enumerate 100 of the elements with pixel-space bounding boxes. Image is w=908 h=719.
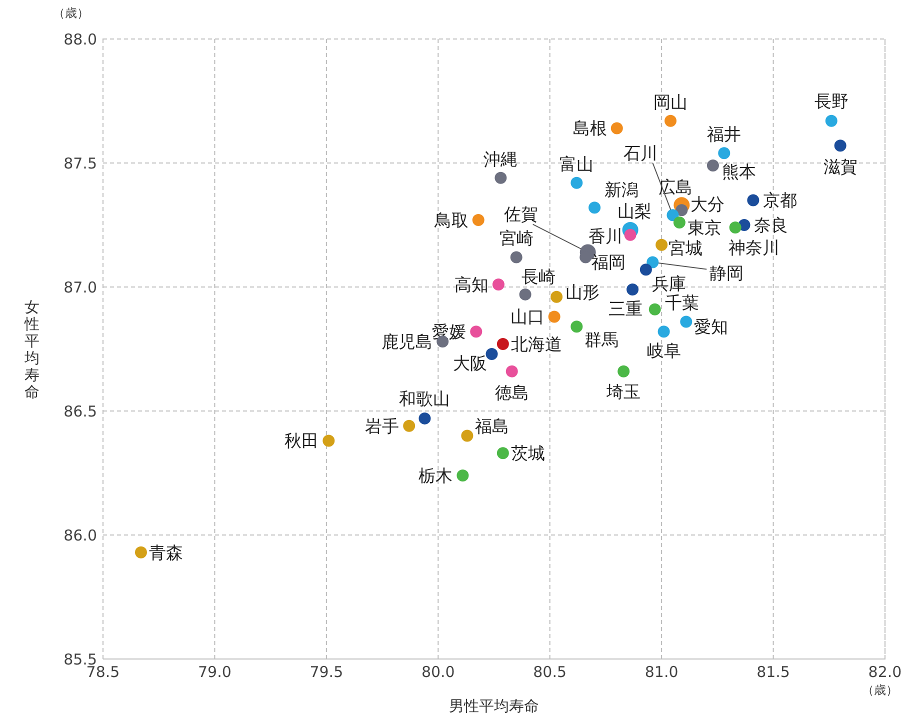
point (456, 469, 469, 482)
point (706, 159, 719, 172)
series-label: 岐阜 (646, 342, 681, 362)
point (666, 209, 679, 222)
point (550, 290, 563, 303)
series-label: 鳥取 (433, 210, 468, 231)
series-label: 鹿児島 (382, 332, 433, 353)
point (322, 434, 335, 447)
series-label: 福岡 (592, 253, 626, 274)
point (486, 348, 498, 360)
text: （歳） (53, 6, 89, 20)
point (548, 310, 560, 323)
y-tick-label: 88.0 (64, 30, 97, 48)
point (470, 326, 482, 338)
series-label: 徳島 (494, 383, 529, 404)
series-label: 福井 (707, 125, 742, 146)
point (519, 288, 532, 300)
point (492, 278, 504, 291)
point (618, 365, 630, 378)
x-tick-label: 79.0 (198, 663, 232, 681)
series-label: 茨城 (510, 444, 545, 464)
series-label: 福島 (475, 416, 510, 437)
point (506, 365, 518, 378)
point (718, 147, 730, 160)
series-label: 千葉 (664, 293, 699, 314)
x-axis-title: 男性平均寿命 (449, 697, 539, 715)
series-label: 長野 (814, 92, 848, 112)
point (461, 430, 474, 442)
series-label: 愛知 (694, 318, 728, 338)
point (834, 140, 846, 152)
series-label: 青森 (148, 543, 183, 564)
series-label: 富山 (560, 154, 594, 175)
point (570, 320, 583, 333)
point (626, 283, 639, 296)
point (648, 303, 661, 316)
x-tick-label: 82.0 (868, 663, 902, 681)
point (472, 214, 484, 226)
y-axis-title: 女性平均寿命 (24, 298, 40, 401)
y-tick-label: 86.5 (64, 402, 97, 420)
y-tick-label: 87.0 (64, 278, 97, 296)
series-label: 熊本 (722, 162, 756, 182)
series-label: 神奈川 (728, 238, 780, 258)
y-tick-label: 86.0 (64, 526, 97, 544)
text: 石川 (624, 144, 658, 164)
point (825, 114, 838, 127)
point (496, 338, 509, 350)
series-label: 大分 (690, 195, 725, 216)
point (403, 420, 416, 432)
text: （歳） (862, 683, 898, 697)
x-tick-label: 80.5 (533, 663, 567, 681)
point (680, 316, 692, 328)
series-label: 北海道 (510, 334, 562, 355)
text: 静岡 (710, 264, 744, 284)
series-label: 奈良 (754, 216, 788, 236)
point (496, 447, 509, 460)
series-label: 山梨 (617, 202, 652, 222)
x-tick-label: 81.5 (756, 663, 790, 681)
series-label: 島根 (572, 119, 607, 140)
series-label: 宮城 (668, 238, 703, 259)
x-tick-label: 80.0 (421, 663, 455, 681)
point (610, 122, 623, 134)
point (494, 172, 507, 184)
text: 佐賀 (504, 205, 538, 226)
point (134, 546, 147, 558)
point (747, 194, 760, 206)
series-label: 兵庫 (652, 274, 686, 295)
series-label: 宮崎 (499, 229, 534, 250)
point (588, 202, 601, 214)
series-label: 新潟 (604, 180, 639, 201)
series-label: 山口 (510, 308, 544, 328)
point (656, 238, 668, 251)
series-label: 東京 (687, 218, 722, 238)
series-label: 埼玉 (606, 382, 641, 402)
point (729, 221, 742, 234)
point (640, 264, 652, 276)
series-label: 大阪 (452, 354, 487, 374)
point (658, 326, 670, 338)
series-label: 栃木 (418, 466, 453, 486)
x-tick-label: 78.5 (86, 663, 120, 681)
x-tick-label: 81.0 (644, 663, 678, 681)
x-tick-label: 79.5 (310, 663, 344, 681)
series-label: 滋賀 (823, 158, 858, 178)
series-label: 群馬 (584, 330, 619, 351)
series-label: 京都 (763, 191, 798, 212)
point (418, 412, 431, 424)
y-tick-label: 87.5 (64, 154, 97, 172)
point (570, 176, 583, 189)
series-label: 岩手 (365, 416, 400, 437)
series-label: 沖縄 (484, 150, 518, 170)
point (646, 256, 659, 268)
series-label: 和歌山 (399, 389, 450, 410)
series-label: 秋田 (284, 432, 319, 452)
series-label: 香川 (588, 226, 622, 247)
series-label: 岡山 (654, 92, 688, 113)
point (673, 216, 686, 229)
series-label: 山形 (566, 282, 600, 303)
point (664, 114, 677, 127)
series-label: 長崎 (521, 267, 556, 288)
series-label: 三重 (608, 299, 643, 320)
series-label: 高知 (454, 275, 488, 296)
